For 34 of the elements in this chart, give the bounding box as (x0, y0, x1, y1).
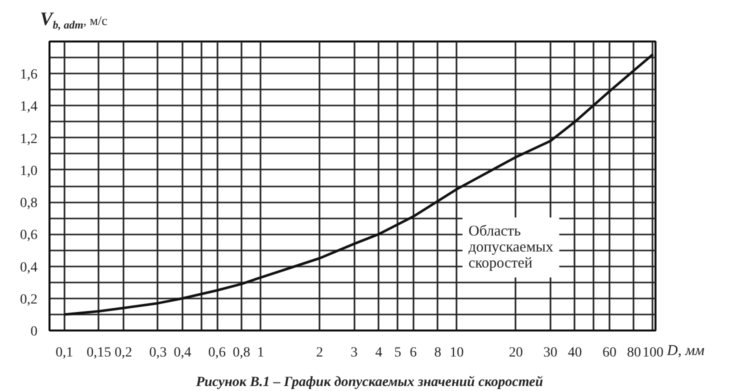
y-tick-label: 1,2 (20, 132, 38, 147)
x-tick-label: 0,8 (232, 346, 250, 360)
y-tick-label: 1,6 (20, 68, 38, 83)
x-tick-label: 1 (257, 346, 264, 360)
annotation: Область допускаемых скоростей (468, 224, 554, 272)
x-tick-label: 60 (602, 346, 616, 360)
x-tick-label: 0,2 (114, 346, 132, 360)
x-axis-title: D, мм (667, 342, 704, 361)
y-tick-label: 0,4 (20, 260, 38, 276)
x-tick-label: 30 (543, 346, 558, 360)
x-tick-label: 0,15 (86, 346, 112, 360)
x-tick-label: 40 (568, 346, 582, 360)
y-tick-label: 0,8 (20, 196, 38, 212)
x-tick-label: 0,6 (208, 346, 226, 360)
x-tick-label: 3 (350, 346, 358, 360)
y-tick-label: 1,0 (20, 164, 38, 179)
x-tick-label: 80 (626, 346, 641, 360)
x-tick-label: 5 (394, 346, 402, 360)
x-tick-label: 6 (410, 346, 417, 360)
x-tick-label: 10 (450, 346, 464, 360)
y-tick-label: 0,2 (20, 292, 38, 308)
x-tick-label: 2 (316, 346, 324, 360)
x-tick-label: 100 (642, 346, 664, 360)
text: Рисунок В.1 – График допускаемых значений скоростей (196, 374, 544, 391)
x-tick-label: 4 (375, 346, 382, 360)
y-tick-label: 0 (30, 324, 38, 340)
y-tick-label: 1,4 (20, 100, 38, 115)
x-tick-label: 0,4 (174, 346, 192, 360)
y-axis-title: V$_{b, adm}$, м/с (40, 9, 108, 32)
x-tick-label: 8 (434, 346, 442, 360)
y-tick-label: 0,6 (20, 228, 38, 244)
x-tick-label: 20 (508, 346, 523, 360)
x-tick-label: 0,3 (149, 346, 167, 360)
x-tick-label: 0,1 (56, 346, 74, 360)
